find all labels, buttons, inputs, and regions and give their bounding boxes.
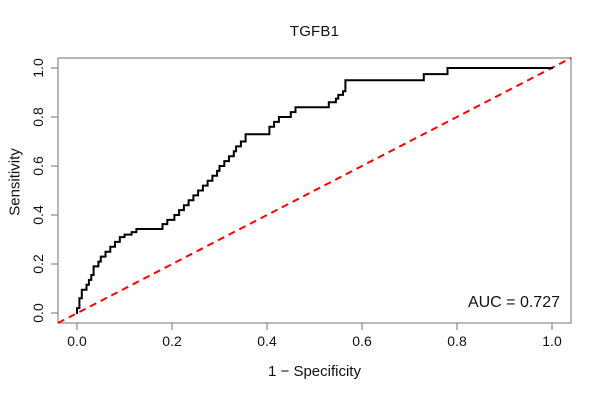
x-tick-label: 0.0 [67,333,87,349]
plot-title: TGFB1 [289,23,340,40]
chance-diagonal-line [57,57,572,324]
y-tick-label: 0.8 [30,107,46,127]
x-tick-label: 1.0 [542,333,562,349]
y-tick-label: 1.0 [30,58,46,78]
y-tick-label: 0.0 [30,303,46,323]
x-tick-label: 0.6 [352,333,372,349]
x-axis-label: 1 − Specificity [268,363,361,380]
y-tick-label: 0.6 [30,156,46,176]
roc-curve [76,67,553,314]
x-tick-label: 0.8 [447,333,467,349]
auc-annotation: AUC = 0.727 [467,294,560,311]
y-tick-label: 0.4 [30,205,46,225]
x-tick-label: 0.2 [162,333,182,349]
plot-box [57,57,572,324]
y-axis-label: Sensitivity [6,148,24,216]
y-tick-label: 0.2 [30,254,46,274]
x-tick-label: 0.4 [257,333,277,349]
